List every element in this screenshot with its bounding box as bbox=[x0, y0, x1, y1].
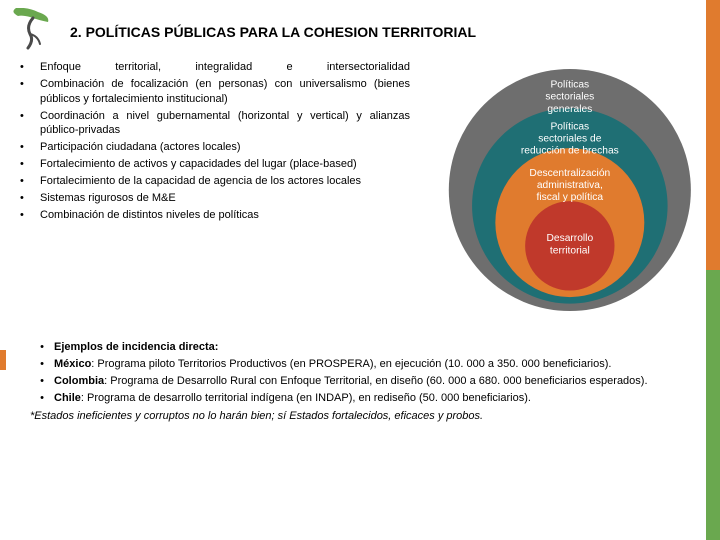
bullet-item: •Fortalecimiento de activos y capacidade… bbox=[20, 157, 410, 172]
bullet-item: •Participación ciudadana (actores locale… bbox=[20, 140, 410, 155]
bullet-mark: • bbox=[20, 157, 40, 172]
diagram-ring-label: Políticas bbox=[550, 121, 589, 132]
bullet-text: Enfoque territorial, integralidad e inte… bbox=[40, 60, 410, 75]
bullet-item: •Combinación de focalización (en persona… bbox=[20, 77, 410, 107]
bullet-mark: • bbox=[20, 191, 40, 206]
bullet-item: •Enfoque territorial, integralidad e int… bbox=[20, 60, 410, 75]
diagram-ring-label: sectoriales de bbox=[538, 134, 601, 145]
side-accent-bar bbox=[706, 0, 720, 540]
examples-section: • Ejemplos de incidencia directa: •Méxic… bbox=[30, 340, 700, 424]
bullet-text: Participación ciudadana (actores locales… bbox=[40, 140, 410, 155]
diagram-ring-label: Desarrollo bbox=[547, 233, 594, 244]
footnote: *Estados ineficientes y corruptos no lo … bbox=[30, 409, 700, 424]
bullet-text: Combinación de distintos niveles de polí… bbox=[40, 208, 410, 223]
bullet-mark: • bbox=[30, 357, 54, 372]
bullet-text: Fortalecimiento de la capacidad de agenc… bbox=[40, 174, 410, 189]
diagram-ring-label: generales bbox=[547, 104, 592, 115]
diagram-ring-label: administrativa, bbox=[537, 180, 603, 191]
bullet-mark: • bbox=[30, 374, 54, 389]
concentric-diagram: PolíticassectorialesgeneralesPolíticasse… bbox=[430, 55, 705, 330]
example-text: México: Programa piloto Territorios Prod… bbox=[54, 357, 700, 372]
logo bbox=[8, 8, 58, 55]
bullet-mark: • bbox=[20, 109, 40, 139]
bullet-item: •Coordinación a nivel gubernamental (hor… bbox=[20, 109, 410, 139]
example-text: Colombia: Programa de Desarrollo Rural c… bbox=[54, 374, 700, 389]
diagram-ring-label: territorial bbox=[550, 245, 590, 256]
bullet-text: Sistemas rigurosos de M&E bbox=[40, 191, 410, 206]
bullet-text: Combinación de focalización (en personas… bbox=[40, 77, 410, 107]
diagram-ring-label: fiscal y política bbox=[537, 192, 604, 203]
example-item: •México: Programa piloto Territorios Pro… bbox=[30, 357, 700, 372]
bullet-text: Fortalecimiento de activos y capacidades… bbox=[40, 157, 410, 172]
bullet-mark: • bbox=[30, 391, 54, 406]
bullet-mark: • bbox=[20, 140, 40, 155]
bullet-item: •Fortalecimiento de la capacidad de agen… bbox=[20, 174, 410, 189]
example-text: Chile: Programa de desarrollo territoria… bbox=[54, 391, 700, 406]
bullet-item: •Sistemas rigurosos de M&E bbox=[20, 191, 410, 206]
left-accent bbox=[0, 350, 6, 370]
bullet-mark: • bbox=[20, 77, 40, 107]
main-bullet-list: •Enfoque territorial, integralidad e int… bbox=[20, 60, 410, 224]
diagram-ring-label: sectoriales bbox=[545, 92, 594, 103]
bullet-item: •Combinación de distintos niveles de pol… bbox=[20, 208, 410, 223]
diagram-ring-label: reducción de brechas bbox=[521, 146, 619, 157]
page-title: 2. POLÍTICAS PÚBLICAS PARA LA COHESION T… bbox=[70, 24, 476, 40]
bullet-text: Coordinación a nivel gubernamental (hori… bbox=[40, 109, 410, 139]
example-item: •Chile: Programa de desarrollo territori… bbox=[30, 391, 700, 406]
examples-heading: Ejemplos de incidencia directa: bbox=[54, 340, 700, 355]
diagram-ring-label: Descentralización bbox=[529, 168, 610, 179]
diagram-ring-label: Políticas bbox=[550, 80, 589, 91]
bullet-mark: • bbox=[20, 208, 40, 223]
example-item: •Colombia: Programa de Desarrollo Rural … bbox=[30, 374, 700, 389]
bullet-mark: • bbox=[20, 60, 40, 75]
bullet-mark: • bbox=[20, 174, 40, 189]
bullet-mark: • bbox=[30, 340, 54, 355]
